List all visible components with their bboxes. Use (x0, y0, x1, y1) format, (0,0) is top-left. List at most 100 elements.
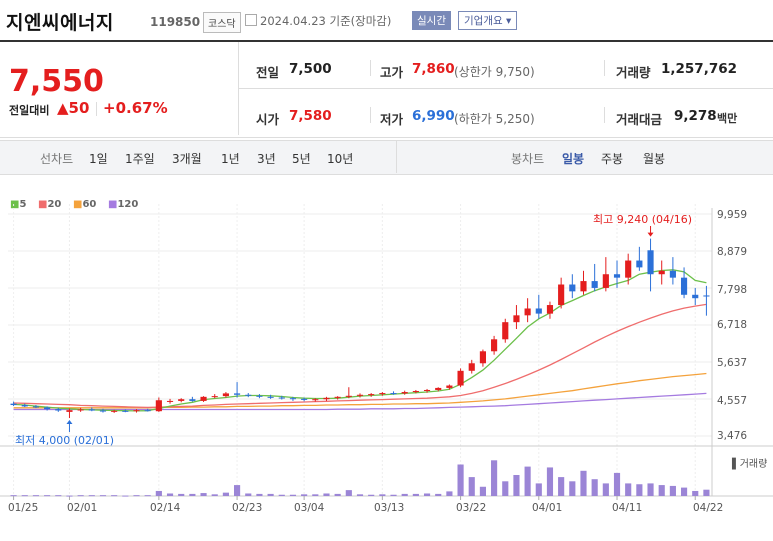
volume-bar (457, 464, 464, 496)
volume-bar (211, 494, 218, 496)
volume-bar (491, 460, 498, 496)
volume-bar (356, 494, 364, 496)
low-arrow-head (66, 420, 73, 425)
upper-limit: (상한가 9,750) (454, 65, 535, 79)
candle-body (524, 308, 531, 316)
divider (96, 102, 97, 116)
candle-body (613, 274, 621, 278)
candle-body (88, 409, 95, 411)
volume-bar (55, 495, 62, 497)
candle-body (423, 389, 431, 392)
y-tick: 5,637 (717, 357, 748, 369)
candle-body (580, 281, 587, 292)
volume-bar (66, 495, 73, 497)
candle-body (77, 409, 84, 411)
volume-bar (166, 493, 174, 496)
candle-body (636, 260, 643, 268)
volume-bar (423, 493, 431, 496)
candle-body (468, 363, 475, 371)
company-overview-button[interactable]: 기업개요 ▾ (458, 11, 518, 30)
volume-bar (546, 467, 554, 496)
open-label: 시가 (256, 112, 280, 127)
volume-bar (222, 492, 229, 496)
period-1d[interactable]: 1일 (89, 152, 108, 166)
candle-body (122, 410, 129, 412)
prev-close-label: 전일 (256, 65, 280, 80)
candle-body (680, 277, 688, 295)
candle-body (44, 407, 51, 410)
candle-body (479, 351, 486, 364)
period-5y[interactable]: 5년 (292, 152, 311, 166)
period-1w[interactable]: 1주일 (125, 152, 155, 166)
volume-bar (200, 493, 207, 496)
volume-bar (580, 470, 587, 496)
base-date: 2024.04.23 기준(장마감) (260, 14, 392, 28)
price-change-pct: +0.67% (103, 99, 168, 117)
volume-bar (680, 487, 688, 496)
legend-ma20: ■20 (38, 199, 62, 210)
price-panel (0, 40, 773, 138)
volume-bar (234, 485, 241, 496)
high-value: 7,860 (412, 61, 455, 77)
x-tick: 02/14 (150, 502, 181, 514)
price-change: ▲50 (57, 99, 90, 117)
candle-body (390, 393, 397, 395)
y-tick: 6,718 (717, 319, 748, 331)
period-3y[interactable]: 3년 (257, 152, 276, 166)
volume-bar (44, 495, 51, 497)
volume-bar (111, 495, 118, 497)
prev-day-label: 전일대비 (9, 104, 50, 117)
volume-bar (479, 486, 486, 496)
volume-bar (178, 493, 185, 496)
volume-bar (379, 494, 386, 496)
volume-bar (334, 493, 341, 496)
candle-body (558, 284, 565, 306)
y-tick: 3,476 (717, 430, 748, 442)
volume-bar (289, 494, 297, 496)
volume-bar (692, 490, 699, 496)
candle-body (111, 410, 118, 412)
volume-bar (155, 490, 162, 496)
volume-bar (535, 483, 542, 496)
candle-body (446, 385, 453, 388)
candle-daily[interactable]: 일봉 (562, 152, 585, 166)
candle-chart-label: 봉차트 (511, 152, 545, 166)
candle-body (289, 398, 297, 400)
candle-weekly[interactable]: 주봉 (601, 152, 624, 166)
period-3m[interactable]: 3개월 (172, 152, 202, 166)
candle-body (222, 393, 229, 397)
volume-bar (390, 494, 397, 496)
candle-body (457, 370, 464, 386)
x-tick: 04/11 (612, 502, 643, 514)
volume-bar (558, 477, 565, 496)
ma120-line (13, 392, 707, 411)
candle-body (591, 281, 598, 288)
candle-body (155, 400, 162, 412)
market-badge: 코스닥 (203, 12, 241, 33)
candle-body (144, 410, 151, 412)
volume-bar (435, 493, 442, 496)
volume-bar (647, 483, 654, 496)
candle-body (189, 399, 196, 401)
divider (396, 141, 397, 173)
divider (370, 107, 371, 123)
candle-body (491, 339, 498, 352)
x-tick: 01/25 (8, 502, 39, 514)
volume-bar (468, 477, 475, 496)
realtime-button[interactable]: 실시간 (412, 11, 451, 30)
ma60-line (13, 372, 707, 409)
volume-bar (602, 483, 609, 496)
volume-bar (412, 493, 419, 496)
candle-monthly[interactable]: 월봉 (643, 152, 666, 166)
open-value: 7,580 (289, 108, 332, 124)
period-1y[interactable]: 1년 (221, 152, 240, 166)
volume-legend: ▌거래량 (732, 459, 768, 470)
candle-body (211, 396, 218, 398)
candle-body (10, 403, 17, 406)
period-10y[interactable]: 10년 (327, 152, 354, 166)
divider (238, 42, 239, 135)
high-annotation: 최고 9,240 (04/16) (593, 213, 693, 226)
volume-bar (569, 481, 576, 496)
volume-value: 1,257,762 (661, 61, 738, 77)
